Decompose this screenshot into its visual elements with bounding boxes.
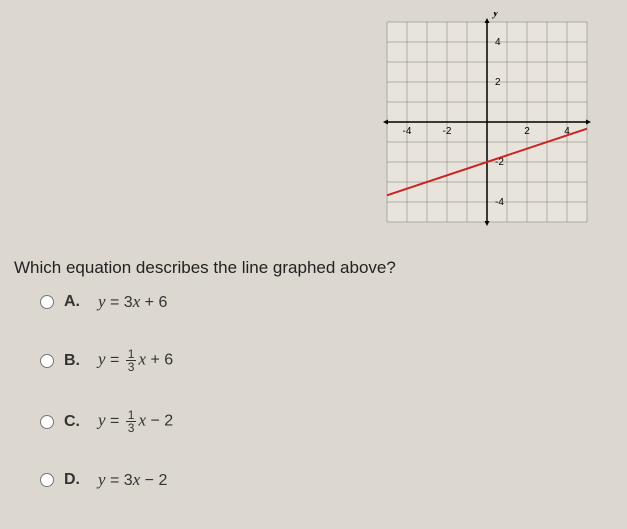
radio-d[interactable] <box>40 473 54 487</box>
svg-text:y: y <box>491 12 499 19</box>
option-equation: y = 3x + 6 <box>98 292 167 312</box>
option-letter: C. <box>64 413 80 431</box>
option-letter: B. <box>64 352 80 370</box>
option-equation: y = 13x − 2 <box>98 409 173 434</box>
radio-b[interactable] <box>40 354 54 368</box>
graph-panel: -4-224-4-224xy <box>377 12 597 237</box>
option-c[interactable]: C. y = 13x − 2 <box>40 409 173 434</box>
svg-text:-4: -4 <box>495 197 504 208</box>
svg-text:2: 2 <box>495 77 501 88</box>
svg-text:4: 4 <box>495 37 501 48</box>
option-letter: D. <box>64 471 80 489</box>
radio-c[interactable] <box>40 415 54 429</box>
svg-text:-4: -4 <box>403 126 412 137</box>
svg-text:-2: -2 <box>443 126 452 137</box>
option-a[interactable]: A. y = 3x + 6 <box>40 292 173 312</box>
svg-text:2: 2 <box>524 126 530 137</box>
option-b[interactable]: B. y = 13x + 6 <box>40 348 173 373</box>
option-d[interactable]: D. y = 3x − 2 <box>40 470 173 490</box>
option-equation: y = 13x + 6 <box>98 348 173 373</box>
line-graph: -4-224-4-224xy <box>377 12 597 232</box>
option-equation: y = 3x − 2 <box>98 470 167 490</box>
option-letter: A. <box>64 293 80 311</box>
question-text: Which equation describes the line graphe… <box>14 258 396 278</box>
radio-a[interactable] <box>40 295 54 309</box>
answer-options: A. y = 3x + 6 B. y = 13x + 6 C. y = 13x − 2 D.… <box>40 292 173 526</box>
